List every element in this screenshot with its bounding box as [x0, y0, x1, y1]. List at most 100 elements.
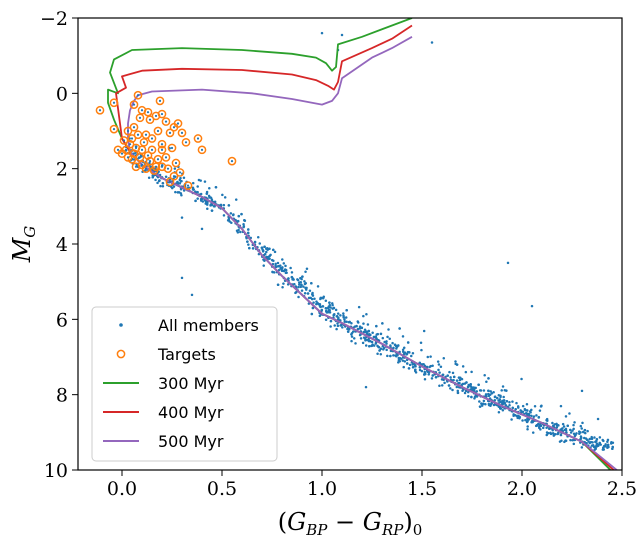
- member-point: [572, 423, 575, 427]
- member-point: [449, 376, 452, 379]
- member-point: [402, 365, 405, 369]
- member-point: [355, 324, 358, 328]
- member-point: [581, 421, 584, 425]
- member-point: [320, 31, 324, 35]
- member-point: [519, 409, 522, 412]
- legend-label-300-myr: 300 Myr: [158, 374, 224, 393]
- member-point: [526, 425, 529, 428]
- member-point: [191, 181, 195, 185]
- target-member-dot: [160, 165, 164, 168]
- member-point: [598, 436, 602, 439]
- member-point: [192, 188, 195, 191]
- member-point: [312, 301, 315, 304]
- member-point: [499, 407, 502, 410]
- series-targets: [95, 90, 237, 190]
- member-point: [505, 399, 509, 403]
- member-point: [480, 402, 483, 405]
- member-point: [156, 181, 159, 185]
- member-point: [511, 406, 514, 410]
- target-point: [119, 136, 129, 145]
- member-point: [159, 184, 162, 188]
- member-point: [350, 335, 354, 338]
- target-member-dot: [120, 152, 124, 155]
- member-point: [521, 410, 525, 414]
- target-member-dot: [164, 156, 168, 159]
- target-member-dot: [172, 175, 176, 178]
- member-point: [196, 197, 199, 200]
- target-member-dot: [196, 137, 200, 140]
- member-point: [480, 404, 484, 407]
- member-point: [508, 401, 511, 404]
- target-member-dot: [124, 148, 128, 151]
- legend-marker-all-members: [119, 323, 123, 327]
- member-point: [232, 213, 235, 216]
- member-point: [595, 442, 599, 445]
- member-point: [340, 33, 344, 37]
- target-member-dot: [134, 146, 138, 150]
- target-point: [131, 143, 141, 153]
- member-point: [406, 341, 410, 344]
- member-point: [546, 431, 550, 435]
- member-point: [405, 352, 409, 356]
- target-point: [153, 126, 163, 136]
- member-point: [530, 304, 534, 308]
- member-point: [313, 297, 316, 300]
- member-point: [362, 314, 365, 318]
- member-point: [179, 176, 182, 180]
- member-point: [385, 342, 388, 345]
- member-point: [548, 427, 551, 430]
- member-point: [430, 377, 434, 380]
- target-member-dot: [128, 143, 132, 146]
- member-point: [487, 394, 491, 398]
- target-member-dot: [156, 158, 160, 161]
- target-member-dot: [178, 171, 182, 174]
- target-point: [163, 164, 173, 174]
- member-point: [549, 432, 553, 436]
- member-point: [282, 282, 285, 285]
- target-point: [167, 143, 177, 153]
- member-point: [351, 330, 355, 333]
- target-point: [147, 134, 157, 143]
- member-point: [277, 268, 281, 272]
- member-point: [200, 227, 204, 231]
- target-member-dot: [166, 167, 170, 170]
- member-point: [477, 383, 480, 386]
- member-point: [223, 196, 227, 199]
- target-member-dot: [158, 99, 162, 102]
- member-point: [286, 283, 290, 286]
- target-member-dot: [156, 129, 160, 133]
- member-point: [354, 342, 357, 345]
- member-point: [505, 389, 508, 392]
- target-member-dot: [186, 184, 190, 187]
- member-point: [487, 392, 490, 396]
- target-member-dot: [138, 156, 142, 159]
- target-member-dot: [140, 163, 144, 166]
- member-point: [239, 230, 242, 234]
- member-point: [487, 403, 491, 407]
- member-point: [455, 363, 459, 366]
- target-point: [143, 151, 153, 160]
- member-point: [321, 297, 325, 300]
- member-point: [294, 285, 298, 288]
- member-point: [479, 389, 483, 392]
- target-member-dot: [160, 143, 164, 146]
- member-point: [456, 389, 460, 393]
- member-point: [300, 289, 304, 292]
- member-point: [460, 383, 463, 387]
- member-point: [358, 327, 362, 330]
- member-point: [427, 373, 430, 376]
- member-point: [572, 427, 575, 431]
- member-point: [342, 312, 345, 315]
- member-point: [318, 303, 322, 306]
- member-point: [607, 445, 610, 449]
- member-point: [502, 395, 505, 399]
- member-point: [537, 416, 541, 419]
- member-point: [457, 376, 461, 379]
- member-point: [585, 438, 589, 442]
- member-point: [176, 181, 179, 184]
- member-point: [473, 397, 476, 400]
- member-point: [164, 175, 168, 178]
- member-point: [290, 275, 294, 279]
- member-point: [248, 246, 251, 250]
- member-point: [403, 360, 407, 363]
